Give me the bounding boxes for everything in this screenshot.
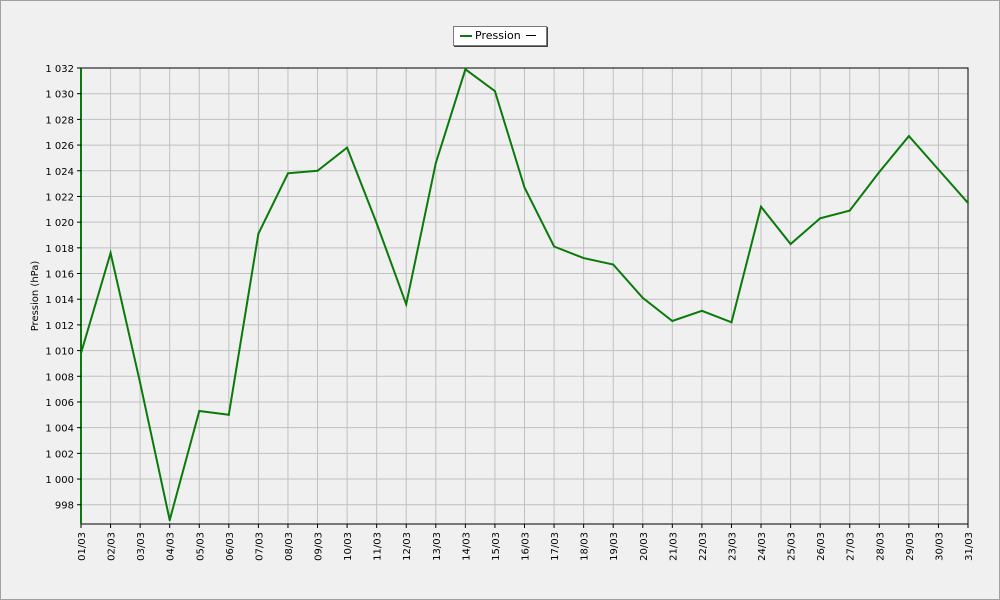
data-point	[80, 352, 82, 355]
x-tick-label: 16/03	[521, 532, 532, 561]
data-point	[612, 263, 615, 266]
y-tick-label: 1 002	[45, 449, 74, 460]
x-tick-label: 19/03	[609, 532, 620, 561]
y-axis-ticks: 998 1 000 1 002 1 004 1 006 1 008 1 010 1 012 1 …	[45, 64, 81, 512]
x-tick-label: 01/03	[77, 532, 88, 561]
data-point	[700, 309, 703, 312]
x-tick-label: 27/03	[846, 532, 857, 561]
x-tick-label: 26/03	[816, 532, 827, 561]
legend[interactable]: Pression	[453, 26, 547, 46]
x-tick-label: 13/03	[432, 532, 443, 561]
data-point	[109, 251, 112, 254]
data-point	[671, 320, 674, 323]
y-tick-label: 1 008	[45, 372, 74, 383]
x-tick-label: 21/03	[668, 532, 679, 561]
y-tick-label: 1 016	[45, 270, 74, 281]
x-tick-label: 10/03	[343, 532, 354, 561]
x-tick-label: 05/03	[195, 532, 206, 561]
data-point	[819, 217, 822, 220]
data-point	[937, 168, 940, 171]
y-tick-label: 1 028	[45, 115, 74, 126]
x-tick-label: 17/03	[550, 532, 561, 561]
data-point	[760, 205, 763, 208]
y-tick-label: 1 032	[45, 64, 74, 75]
x-tick-label: 08/03	[284, 532, 295, 561]
x-tick-label: 22/03	[698, 532, 709, 561]
x-tick-label: 14/03	[461, 532, 472, 561]
y-tick-label: 1 000	[45, 475, 74, 486]
y-tick-label: 1 022	[45, 192, 74, 203]
data-point	[464, 68, 467, 71]
grid	[80, 67, 969, 524]
data-point	[967, 201, 969, 204]
x-tick-label: 29/03	[905, 532, 916, 561]
x-tick-label: 12/03	[402, 532, 413, 561]
data-point	[375, 222, 378, 225]
legend-label-pression: Pression	[475, 29, 521, 42]
y-tick-label: 1 004	[45, 424, 74, 435]
data-point	[286, 172, 289, 175]
y-tick-label: 998	[55, 501, 74, 512]
data-point	[168, 519, 171, 522]
data-point	[139, 381, 142, 384]
x-tick-label: 28/03	[875, 532, 886, 561]
data-point	[878, 171, 881, 174]
data-point	[316, 169, 319, 172]
y-tick-label: 1 018	[45, 244, 74, 255]
x-tick-label: 07/03	[254, 532, 265, 561]
x-tick-label: 03/03	[136, 532, 147, 561]
legend-trailing-symbol	[526, 35, 536, 36]
y-tick-label: 1 030	[45, 90, 74, 101]
y-tick-label: 1 020	[45, 218, 74, 229]
data-point	[198, 409, 201, 412]
data-point	[227, 413, 230, 416]
data-point	[493, 90, 496, 93]
data-point	[641, 296, 644, 299]
data-point	[848, 209, 851, 212]
data-point	[907, 135, 910, 138]
data-point	[789, 242, 792, 245]
data-point	[523, 186, 526, 189]
y-tick-label: 1 014	[45, 295, 74, 306]
x-tick-label: 11/03	[373, 532, 384, 561]
data-point	[582, 257, 585, 260]
y-tick-label: 1 012	[45, 321, 74, 332]
y-tick-label: 1 006	[45, 398, 74, 409]
data-point	[730, 321, 733, 324]
x-tick-label: 31/03	[964, 532, 975, 561]
x-tick-label: 18/03	[580, 532, 591, 561]
x-axis-ticks: 01/03 02/03 03/03 04/03 05/03 06/03 07/03 08/03…	[77, 524, 975, 561]
data-point	[405, 303, 408, 306]
x-tick-label: 20/03	[639, 532, 650, 561]
series-layer	[80, 67, 969, 522]
data-point	[257, 232, 260, 235]
data-point	[346, 146, 349, 149]
x-tick-label: 23/03	[727, 532, 738, 561]
data-point	[434, 162, 437, 165]
x-tick-label: 30/03	[934, 532, 945, 561]
x-tick-label: 15/03	[491, 532, 502, 561]
data-point	[553, 245, 556, 248]
x-tick-label: 02/03	[107, 532, 118, 561]
x-tick-label: 04/03	[166, 532, 177, 561]
y-tick-label: 1 010	[45, 347, 74, 358]
legend-swatch-pression	[460, 35, 472, 37]
x-tick-label: 25/03	[787, 532, 798, 561]
y-axis-label: Pression (hPa)	[30, 261, 41, 332]
x-tick-label: 24/03	[757, 532, 768, 561]
y-tick-label: 1 024	[45, 167, 74, 178]
y-tick-label: 1 026	[45, 141, 74, 152]
x-tick-label: 06/03	[225, 532, 236, 561]
x-tick-label: 09/03	[314, 532, 325, 561]
